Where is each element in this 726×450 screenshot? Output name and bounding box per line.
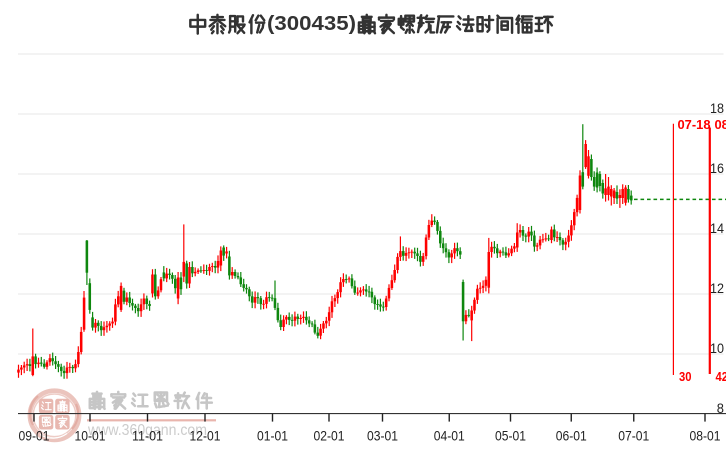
svg-text:12-01: 12-01: [190, 427, 221, 443]
svg-text:12: 12: [710, 280, 724, 296]
svg-text:01-01: 01-01: [257, 427, 288, 443]
svg-text:08-01: 08-01: [690, 427, 721, 443]
svg-text:42: 42: [716, 369, 726, 384]
svg-text:02-01: 02-01: [314, 427, 345, 443]
svg-text:10: 10: [710, 340, 724, 356]
svg-text:07-01: 07-01: [618, 427, 649, 443]
svg-text:10-01: 10-01: [75, 427, 106, 443]
svg-text:16: 16: [710, 160, 724, 176]
svg-text:06-01: 06-01: [556, 427, 587, 443]
svg-text:(300435): (300435): [267, 13, 356, 35]
svg-text:05-01: 05-01: [495, 427, 526, 443]
svg-text:8: 8: [717, 400, 724, 416]
svg-text:30: 30: [679, 369, 692, 384]
svg-text:09-01: 09-01: [19, 427, 50, 443]
svg-text:03-01: 03-01: [367, 427, 398, 443]
svg-text:www.360gann.com: www.360gann.com: [87, 422, 207, 439]
svg-text:08-18: 08-18: [715, 117, 726, 132]
svg-text:11-01: 11-01: [132, 427, 163, 443]
svg-text:07-18: 07-18: [678, 117, 711, 132]
svg-text:18: 18: [710, 100, 724, 116]
svg-text:14: 14: [710, 220, 724, 236]
svg-text:04-01: 04-01: [434, 427, 465, 443]
